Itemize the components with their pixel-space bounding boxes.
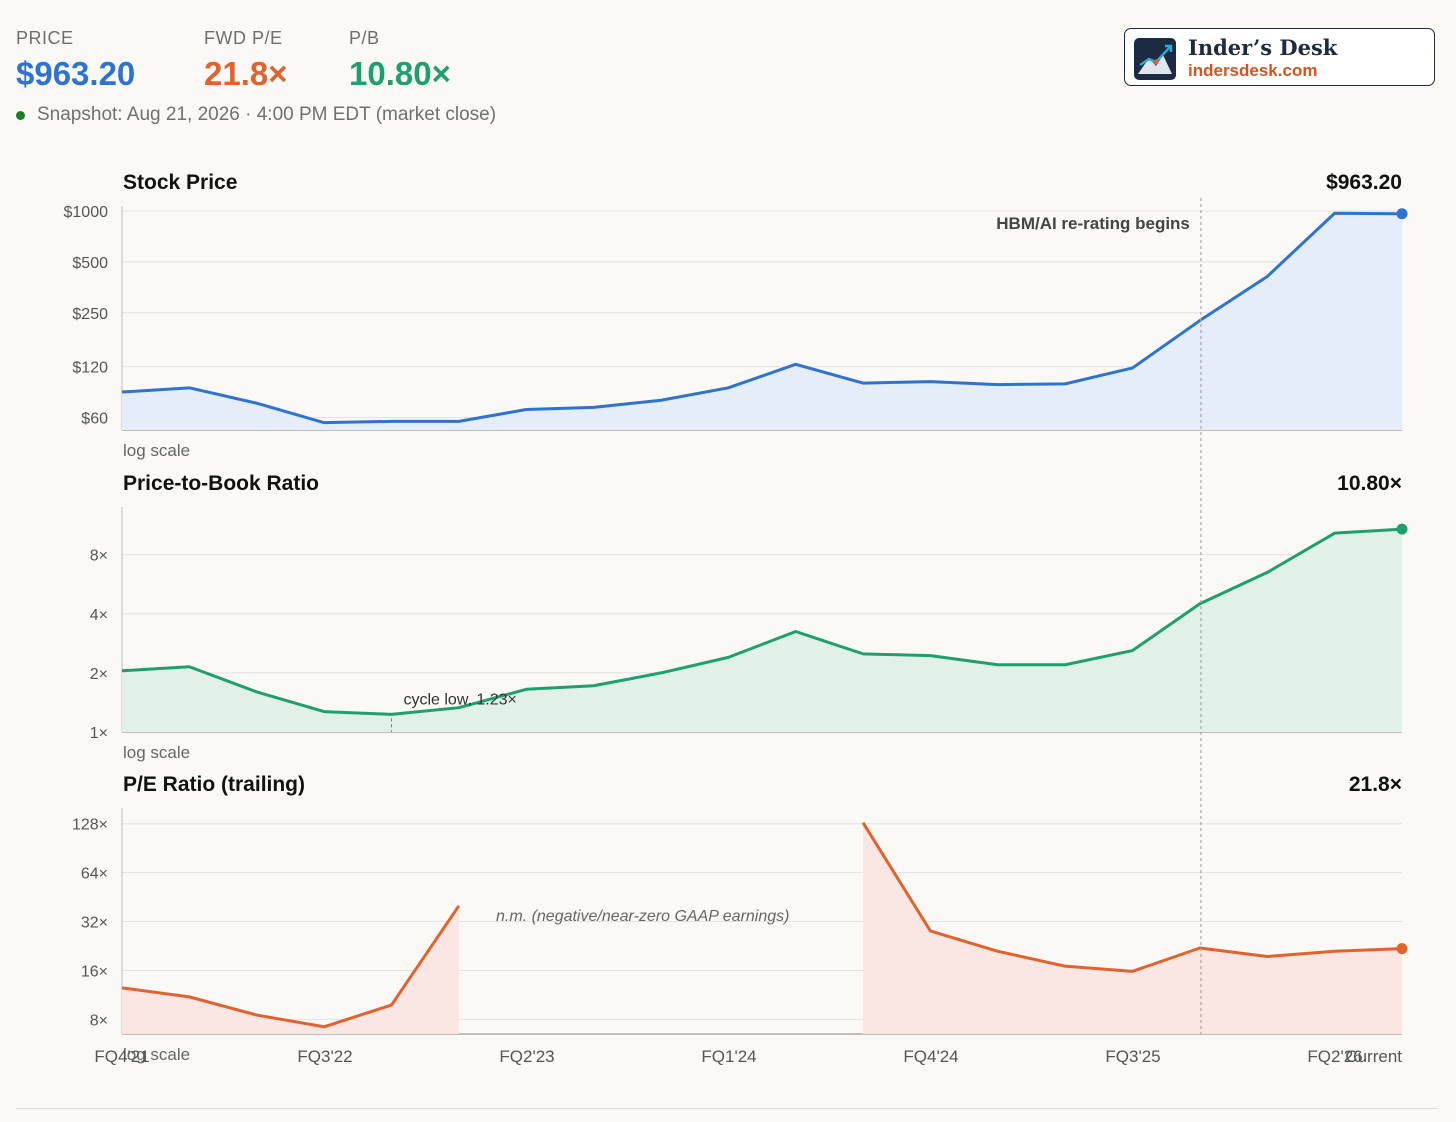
x-tick-label: Current xyxy=(1345,1047,1402,1066)
series-line xyxy=(861,821,1403,973)
panel-current-value: $963.20 xyxy=(1326,171,1402,194)
snapshot-line: Snapshot: Aug 21, 2026 · 4:00 PM EDT (ma… xyxy=(16,104,496,126)
scale-note: log scale xyxy=(123,441,190,460)
y-tick-label: 128× xyxy=(72,817,108,834)
y-tick-label: 2× xyxy=(90,666,108,683)
rerating-annotation: HBM/AI re-rating begins xyxy=(996,214,1190,233)
series-area xyxy=(122,529,1402,732)
x-tick-label: FQ2'26 xyxy=(1307,1047,1362,1066)
y-tick-label: 32× xyxy=(81,915,108,932)
panel-title: P/E Ratio (trailing) xyxy=(123,773,305,796)
series-line xyxy=(121,904,461,1029)
current-point-marker xyxy=(1396,523,1408,535)
mountain-chart-logo-icon xyxy=(1134,38,1176,80)
bottom-divider xyxy=(16,1108,1438,1109)
x-tick-label: FQ4'24 xyxy=(903,1047,958,1066)
y-tick-label: 64× xyxy=(81,866,108,883)
current-point-marker xyxy=(1396,943,1408,955)
y-tick-label: $250 xyxy=(72,306,108,323)
y-tick-label: 4× xyxy=(90,607,108,624)
forward-pe-label: FWD P/E xyxy=(204,28,283,48)
y-tick-label: 8× xyxy=(90,1012,108,1029)
scale-note: log scale xyxy=(123,743,190,762)
x-tick-label: FQ3'25 xyxy=(1105,1047,1160,1066)
price-label: PRICE xyxy=(16,28,74,48)
forward-pe-value: 21.8× xyxy=(204,55,288,92)
brand-badge[interactable]: Inder’s Desk indersdesk.com xyxy=(1124,28,1435,86)
x-tick-label: FQ2'23 xyxy=(499,1047,554,1066)
y-tick-label: $500 xyxy=(72,255,108,272)
panel-title: Stock Price xyxy=(123,171,237,194)
pb-value: 10.80× xyxy=(349,55,451,92)
pb-kpi: P/B 10.80× xyxy=(349,28,451,93)
not-meaningful-annotation: n.m. (negative/near-zero GAAP earnings) xyxy=(496,908,789,925)
brand-name: Inder’s Desk xyxy=(1188,35,1338,60)
cycle-low-annotation: cycle low, 1.23× xyxy=(403,691,516,708)
live-status-dot xyxy=(16,110,25,120)
y-tick-label: $60 xyxy=(81,411,108,428)
y-tick-label: $120 xyxy=(72,360,108,377)
snapshot-text: Snapshot: Aug 21, 2026 · 4:00 PM EDT (ma… xyxy=(37,104,497,125)
y-tick-label: 1× xyxy=(90,725,108,742)
brand-url-link[interactable]: indersdesk.com xyxy=(1188,61,1318,80)
pb-label: P/B xyxy=(349,28,380,48)
series-area xyxy=(122,213,1402,430)
x-tick-label: FQ4'21 xyxy=(94,1047,149,1066)
y-tick-label: 8× xyxy=(90,548,108,565)
panel-title: Price-to-Book Ratio xyxy=(123,472,319,495)
series-line xyxy=(121,527,1403,716)
series-area xyxy=(863,822,1402,1034)
x-tick-label: FQ1'24 xyxy=(701,1047,756,1066)
y-tick-label: 16× xyxy=(81,963,108,980)
price-kpi: PRICE $963.20 xyxy=(16,28,135,93)
y-tick-label: $1000 xyxy=(64,204,109,221)
series-area xyxy=(122,905,459,1034)
panel-current-value: 21.8× xyxy=(1349,773,1402,796)
forward-pe-kpi: FWD P/E 21.8× xyxy=(204,28,288,93)
price-value: $963.20 xyxy=(16,55,136,92)
current-point-marker xyxy=(1396,208,1408,220)
series-line xyxy=(121,211,1403,425)
panel-current-value: 10.80× xyxy=(1337,472,1402,495)
scale-note: log scale xyxy=(123,1045,190,1064)
x-tick-label: FQ3'22 xyxy=(297,1047,352,1066)
